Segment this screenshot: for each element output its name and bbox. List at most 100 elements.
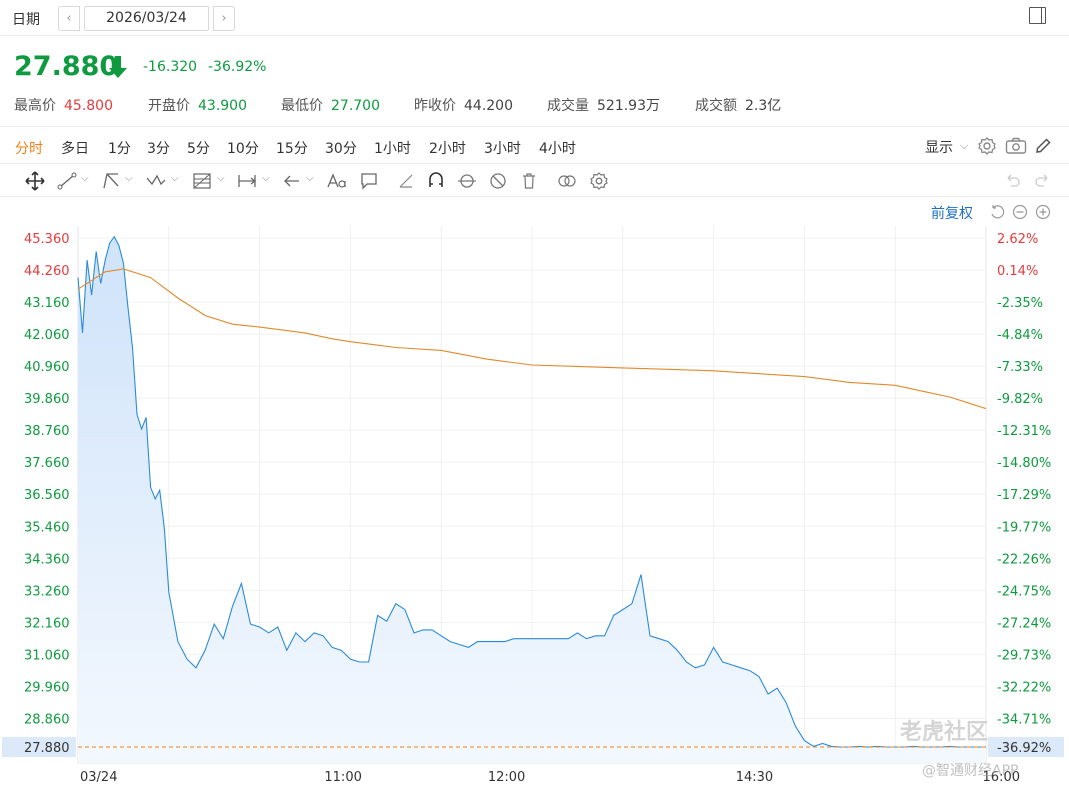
wave-line-icon[interactable] xyxy=(145,170,167,192)
price-change: -16.320 xyxy=(143,59,198,75)
eraser-line-icon[interactable] xyxy=(397,170,415,192)
tab-intraday[interactable]: 分时 xyxy=(15,141,43,157)
display-settings-button[interactable]: 显示 xyxy=(925,140,953,156)
channel-line-icon[interactable] xyxy=(101,170,121,192)
y-tick-label-right: -9.82% xyxy=(997,392,1043,407)
tab-3min[interactable]: 3分 xyxy=(147,141,170,157)
lock-drawing-icon[interactable] xyxy=(456,170,478,192)
stat-label: 昨收价 xyxy=(414,98,456,114)
tab-3hour[interactable]: 3小时 xyxy=(484,141,521,157)
reset-icon[interactable] xyxy=(989,204,1005,220)
stat-prev-close: 昨收价 44.200 xyxy=(414,95,513,115)
chevron-down-icon[interactable]: ⌵ xyxy=(306,173,314,184)
previous-date-button[interactable]: ‹ xyxy=(58,6,80,31)
gear-icon[interactable] xyxy=(977,136,997,156)
chevron-down-icon[interactable]: ⌵ xyxy=(262,173,270,184)
chevron-down-icon[interactable]: ⌵ xyxy=(960,139,969,152)
x-tick-label: 11:00 xyxy=(324,770,361,785)
average-price-line xyxy=(77,268,987,410)
comment-icon[interactable] xyxy=(359,170,379,192)
price-adjustment-button[interactable]: 前复权 xyxy=(931,206,973,222)
stat-turnover: 成交额 2.3亿 xyxy=(695,95,781,115)
x-tick-label: 16:00 xyxy=(983,770,1020,785)
y-tick-label-right: -14.80% xyxy=(997,456,1051,471)
y-tick-label-right: -29.73% xyxy=(997,648,1051,663)
text-tool-icon[interactable] xyxy=(326,170,348,192)
pencil-icon[interactable] xyxy=(1034,137,1052,155)
chevron-down-icon[interactable]: ⌵ xyxy=(125,173,133,184)
tab-1hour[interactable]: 1小时 xyxy=(374,141,411,157)
y-tick-label-right: -2.35% xyxy=(997,296,1043,311)
y-tick-label-left: 45.360 xyxy=(24,232,70,247)
stat-value: 44.200 xyxy=(464,98,513,114)
y-tick-label-left: 35.460 xyxy=(24,520,70,535)
y-tick-label-right: -32.22% xyxy=(997,680,1051,695)
y-tick-label-right: -12.31% xyxy=(997,424,1051,439)
settings-icon[interactable] xyxy=(589,170,609,192)
y-tick-label-left: 38.760 xyxy=(24,424,70,439)
last-price-badge-left xyxy=(2,737,76,757)
next-date-button[interactable]: › xyxy=(213,6,235,31)
trash-icon[interactable] xyxy=(520,170,538,192)
y-tick-label-left: 28.860 xyxy=(24,712,70,727)
period-tabs: 分时 多日 1分 3分 5分 10分 15分 30分 1小时 2小时 3小时 4… xyxy=(0,128,1069,164)
camera-icon[interactable] xyxy=(1005,137,1027,155)
stat-open: 开盘价 43.900 xyxy=(148,95,247,115)
y-tick-label-left: 44.260 xyxy=(24,264,70,279)
watermark-source-text: @智通财经APP xyxy=(922,763,1019,779)
y-tick-label-right: -22.26% xyxy=(997,552,1051,567)
y-tick-label-right: -34.71% xyxy=(997,712,1051,727)
panel-toggle-icon[interactable] xyxy=(1029,7,1046,24)
tab-4hour[interactable]: 4小时 xyxy=(539,141,576,157)
last-price: 27.880 xyxy=(14,51,119,82)
intraday-chart[interactable]: 45.360 2.62% 44.260 0.14% 43.160 -2.35% 42.060… xyxy=(0,198,1069,794)
tab-15min[interactable]: 15分 xyxy=(276,141,308,157)
last-price-badge-right xyxy=(988,737,1064,757)
date-bar: 日期 ‹ 2026/03/24 › xyxy=(0,0,1069,36)
date-picker-input[interactable]: 2026/03/24 xyxy=(84,6,209,31)
y-tick-label-left: 40.960 xyxy=(24,360,70,375)
last-price-label-right: -36.92% xyxy=(997,741,1051,756)
stat-label: 成交额 xyxy=(695,98,737,114)
stat-value: 45.800 xyxy=(64,98,113,114)
stat-high: 最高价 45.800 xyxy=(14,95,113,115)
zoom-out-icon[interactable] xyxy=(1012,204,1028,220)
quote-panel: 27.880 -16.320 -36.92% 最高价 45.800 开盘价 43.9… xyxy=(0,37,1069,127)
y-tick-label-left: 36.560 xyxy=(24,488,70,503)
down-arrow-icon xyxy=(109,56,127,78)
magnet-icon[interactable] xyxy=(426,170,446,192)
tab-multi-day[interactable]: 多日 xyxy=(61,141,89,157)
tab-10min[interactable]: 10分 xyxy=(227,141,259,157)
stat-low: 最低价 27.700 xyxy=(281,95,380,115)
trend-line-icon[interactable] xyxy=(57,170,77,192)
measure-icon[interactable] xyxy=(236,170,258,192)
undo-icon[interactable] xyxy=(1003,170,1021,192)
y-tick-label-left: 43.160 xyxy=(24,296,70,311)
y-tick-label-left: 34.360 xyxy=(24,552,70,567)
chevron-down-icon[interactable]: ⌵ xyxy=(81,173,89,184)
x-tick-label: 03/24 xyxy=(80,770,117,785)
zoom-in-icon[interactable] xyxy=(1035,204,1051,220)
hide-drawing-icon[interactable] xyxy=(488,170,508,192)
compare-icon[interactable] xyxy=(555,170,579,192)
x-tick-label: 14:30 xyxy=(736,770,773,785)
stat-label: 最高价 xyxy=(14,98,56,114)
tab-1min[interactable]: 1分 xyxy=(108,141,131,157)
tab-30min[interactable]: 30分 xyxy=(325,141,357,157)
date-label: 日期 xyxy=(12,12,40,28)
y-tick-label-right: -4.84% xyxy=(997,328,1043,343)
tab-2hour[interactable]: 2小时 xyxy=(429,141,466,157)
redo-icon[interactable] xyxy=(1034,170,1052,192)
price-area-fill xyxy=(78,236,986,764)
y-tick-label-right: 2.62% xyxy=(997,232,1038,247)
chevron-down-icon[interactable]: ⌵ xyxy=(171,173,179,184)
arrow-left-icon[interactable] xyxy=(282,170,302,192)
tab-5min[interactable]: 5分 xyxy=(187,141,210,157)
stat-value: 27.700 xyxy=(331,98,380,114)
fibonacci-icon[interactable] xyxy=(191,170,213,192)
y-tick-label-right: -19.77% xyxy=(997,520,1051,535)
chevron-down-icon[interactable]: ⌵ xyxy=(217,173,225,184)
price-change-percent: -36.92% xyxy=(208,59,267,75)
move-icon[interactable] xyxy=(24,170,46,192)
